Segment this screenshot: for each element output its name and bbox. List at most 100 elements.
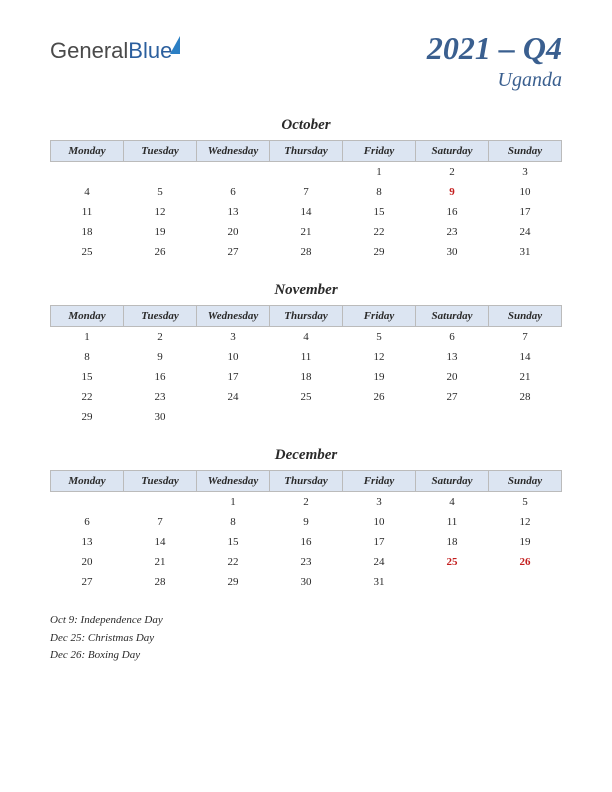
calendar-cell: 5 bbox=[489, 492, 562, 513]
calendar-cell bbox=[197, 407, 270, 427]
day-header: Friday bbox=[343, 141, 416, 162]
holiday-list: Oct 9: Independence DayDec 25: Christmas… bbox=[50, 612, 562, 665]
calendar-cell: 21 bbox=[270, 222, 343, 242]
calendar-cell: 6 bbox=[416, 327, 489, 348]
logo-part1: General bbox=[50, 38, 128, 63]
calendar-cell: 30 bbox=[416, 242, 489, 262]
calendar-row: 6789101112 bbox=[51, 512, 562, 532]
calendar-cell: 7 bbox=[489, 327, 562, 348]
calendar-cell: 14 bbox=[489, 347, 562, 367]
calendar-table: MondayTuesdayWednesdayThursdayFridaySatu… bbox=[50, 140, 562, 262]
calendar-cell bbox=[270, 162, 343, 183]
calendar-cell: 4 bbox=[51, 182, 124, 202]
calendar-cell: 28 bbox=[489, 387, 562, 407]
calendar-row: 2728293031 bbox=[51, 572, 562, 592]
calendar-cell: 26 bbox=[343, 387, 416, 407]
day-header: Monday bbox=[51, 306, 124, 327]
day-header: Saturday bbox=[416, 141, 489, 162]
calendar-cell: 29 bbox=[343, 242, 416, 262]
calendar-row: 2930 bbox=[51, 407, 562, 427]
calendar-cell: 8 bbox=[51, 347, 124, 367]
calendar-cell: 13 bbox=[416, 347, 489, 367]
calendar-cell: 29 bbox=[197, 572, 270, 592]
calendar-cell: 2 bbox=[270, 492, 343, 513]
calendar-cell: 18 bbox=[416, 532, 489, 552]
calendar-cell: 17 bbox=[489, 202, 562, 222]
day-header: Tuesday bbox=[124, 471, 197, 492]
calendar-cell: 11 bbox=[270, 347, 343, 367]
calendar-cell: 11 bbox=[51, 202, 124, 222]
calendar-cell: 16 bbox=[416, 202, 489, 222]
calendar-cell: 20 bbox=[197, 222, 270, 242]
logo: GeneralBlue bbox=[50, 38, 180, 64]
calendar-cell: 28 bbox=[270, 242, 343, 262]
logo-triangle-icon bbox=[170, 36, 180, 54]
calendar-cell bbox=[51, 492, 124, 513]
month-name: October bbox=[50, 117, 562, 134]
calendar-cell: 16 bbox=[270, 532, 343, 552]
calendar-cell: 13 bbox=[197, 202, 270, 222]
calendar-cell: 31 bbox=[489, 242, 562, 262]
calendar-cell: 26 bbox=[489, 552, 562, 572]
calendar-cell: 5 bbox=[124, 182, 197, 202]
calendar-cell: 6 bbox=[197, 182, 270, 202]
day-header: Tuesday bbox=[124, 141, 197, 162]
day-header: Thursday bbox=[270, 306, 343, 327]
calendar-cell: 15 bbox=[197, 532, 270, 552]
calendar-row: 18192021222324 bbox=[51, 222, 562, 242]
calendar-cell bbox=[343, 407, 416, 427]
title-block: 2021 – Q4 Uganda bbox=[427, 30, 562, 92]
calendar-cell bbox=[416, 407, 489, 427]
subtitle: Uganda bbox=[427, 69, 562, 92]
calendar-cell: 27 bbox=[51, 572, 124, 592]
calendar-row: 1234567 bbox=[51, 327, 562, 348]
calendar-cell bbox=[124, 162, 197, 183]
main-title: 2021 – Q4 bbox=[427, 30, 562, 67]
calendar-cell bbox=[51, 162, 124, 183]
calendar-cell: 3 bbox=[197, 327, 270, 348]
calendar-cell: 22 bbox=[343, 222, 416, 242]
calendar-cell: 30 bbox=[270, 572, 343, 592]
day-header: Wednesday bbox=[197, 471, 270, 492]
calendar-row: 20212223242526 bbox=[51, 552, 562, 572]
calendar-cell: 1 bbox=[343, 162, 416, 183]
calendar-cell: 1 bbox=[197, 492, 270, 513]
calendar-cell: 10 bbox=[197, 347, 270, 367]
day-header: Sunday bbox=[489, 141, 562, 162]
calendar-table: MondayTuesdayWednesdayThursdayFridaySatu… bbox=[50, 470, 562, 592]
calendar-cell: 25 bbox=[51, 242, 124, 262]
calendar-cell: 20 bbox=[416, 367, 489, 387]
calendar-row: 891011121314 bbox=[51, 347, 562, 367]
calendar-cell: 17 bbox=[197, 367, 270, 387]
calendar-cell: 9 bbox=[416, 182, 489, 202]
calendar-cell: 24 bbox=[343, 552, 416, 572]
calendar-cell bbox=[489, 407, 562, 427]
holiday-entry: Dec 25: Christmas Day bbox=[50, 630, 562, 648]
day-header: Saturday bbox=[416, 471, 489, 492]
calendar-row: 123 bbox=[51, 162, 562, 183]
calendar-cell: 15 bbox=[51, 367, 124, 387]
calendar-cell: 7 bbox=[124, 512, 197, 532]
month-block: October MondayTuesdayWednesdayThursdayFri… bbox=[50, 117, 562, 262]
calendar-cell bbox=[197, 162, 270, 183]
day-header: Sunday bbox=[489, 306, 562, 327]
calendar-cell: 27 bbox=[197, 242, 270, 262]
calendar-cell: 18 bbox=[51, 222, 124, 242]
calendar-cell: 14 bbox=[270, 202, 343, 222]
calendar-cell: 22 bbox=[197, 552, 270, 572]
calendar-row: 22232425262728 bbox=[51, 387, 562, 407]
day-header: Friday bbox=[343, 306, 416, 327]
calendar-cell: 17 bbox=[343, 532, 416, 552]
calendar-cell: 14 bbox=[124, 532, 197, 552]
calendar-cell: 4 bbox=[416, 492, 489, 513]
month-block: NovemberMondayTuesdayWednesdayThursdayFr… bbox=[50, 282, 562, 427]
day-header: Thursday bbox=[270, 471, 343, 492]
calendar-cell: 12 bbox=[343, 347, 416, 367]
calendar-cell: 9 bbox=[124, 347, 197, 367]
calendar-cell bbox=[270, 407, 343, 427]
calendar-cell: 27 bbox=[416, 387, 489, 407]
calendar-cell: 23 bbox=[416, 222, 489, 242]
calendar-table: MondayTuesdayWednesdayThursdayFridaySatu… bbox=[50, 305, 562, 427]
day-header: Friday bbox=[343, 471, 416, 492]
calendars-container: OctoberMondayTuesdayWednesdayThursdayFri… bbox=[50, 117, 562, 592]
